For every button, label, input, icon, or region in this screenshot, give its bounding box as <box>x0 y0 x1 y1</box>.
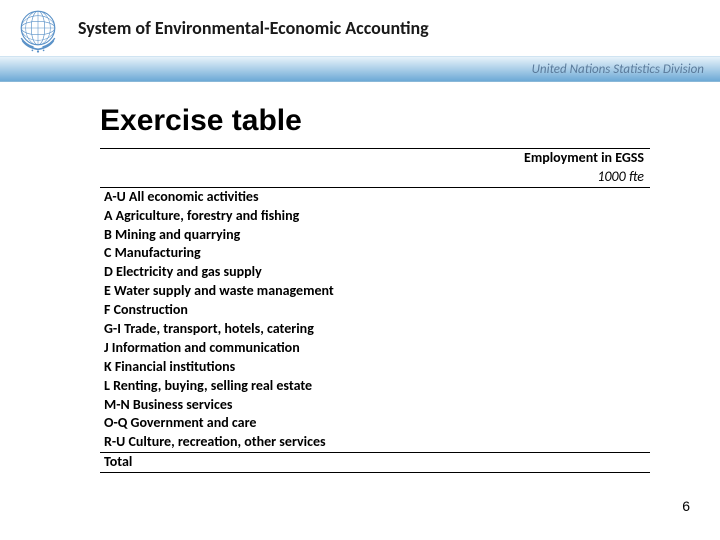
table-row-label: J Information and communication <box>100 339 456 358</box>
table-row-label: L Renting, buying, selling real estate <box>100 377 456 396</box>
table-row-value <box>456 263 650 282</box>
table-row-value <box>456 320 650 339</box>
unit-label: 1000 fte <box>456 168 650 187</box>
table-row-value <box>456 226 650 245</box>
table-row-label: E Water supply and waste management <box>100 282 456 301</box>
column-header: Employment in EGSS <box>456 149 650 168</box>
table-row-label: K Financial institutions <box>100 358 456 377</box>
table-row-value <box>456 414 650 433</box>
table-row-label: B Mining and quarrying <box>100 226 456 245</box>
table-row-value <box>456 301 650 320</box>
table-row-value <box>456 377 650 396</box>
division-bar: United Nations Statistics Division <box>0 56 720 82</box>
un-logo <box>10 0 66 56</box>
slide-title: Exercise table <box>100 104 720 138</box>
header-title: System of Environmental-Economic Account… <box>78 17 429 39</box>
table-row-value <box>456 187 650 206</box>
page-number: 6 <box>682 498 690 514</box>
table-row-value <box>456 244 650 263</box>
division-text: United Nations Statistics Division <box>532 62 704 77</box>
table-row-label: R-U Culture, recreation, other services <box>100 433 456 452</box>
table-row-label: C Manufacturing <box>100 244 456 263</box>
total-row-label: Total <box>100 453 456 473</box>
table-row-value <box>456 433 650 452</box>
table-row-label: F Construction <box>100 301 456 320</box>
table-row-value <box>456 207 650 226</box>
header-strip: System of Environmental-Economic Account… <box>0 0 720 56</box>
exercise-table: Employment in EGSS 1000 fte A-U All econ… <box>100 148 650 473</box>
table-row-value <box>456 396 650 415</box>
table-row-label: A Agriculture, forestry and fishing <box>100 207 456 226</box>
table-row-label: M-N Business services <box>100 396 456 415</box>
table-row-label: A-U All economic activities <box>100 187 456 206</box>
table-row-value <box>456 358 650 377</box>
table-row-value <box>456 339 650 358</box>
table-row-label: O-Q Government and care <box>100 414 456 433</box>
table-row-label: D Electricity and gas supply <box>100 263 456 282</box>
table-row-label: G-I Trade, transport, hotels, catering <box>100 320 456 339</box>
table-row-value <box>456 282 650 301</box>
